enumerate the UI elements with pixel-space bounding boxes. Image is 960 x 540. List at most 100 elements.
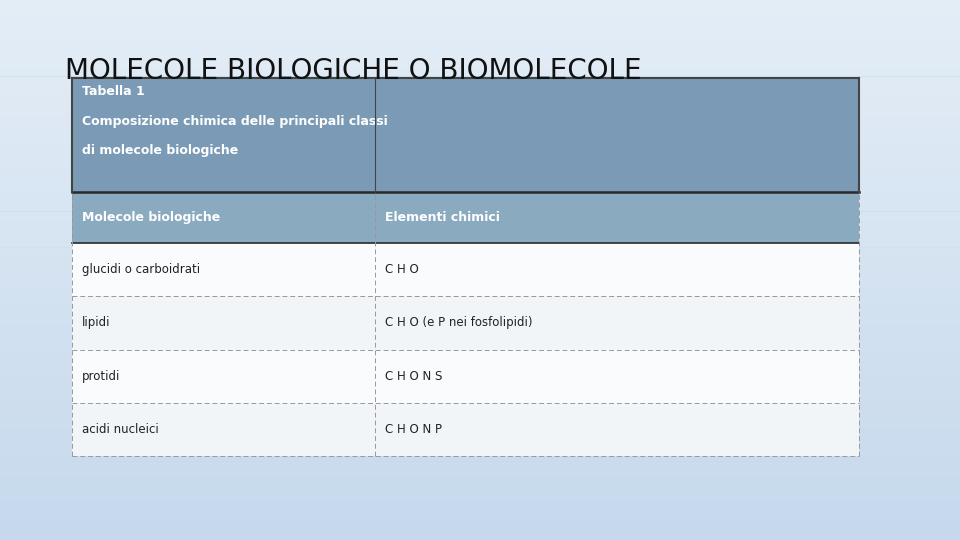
Bar bbox=[0, 94, 960, 99]
Bar bbox=[0, 490, 960, 495]
Bar bbox=[0, 77, 960, 81]
Bar bbox=[0, 401, 960, 405]
Bar bbox=[0, 117, 960, 122]
Bar bbox=[0, 347, 960, 351]
Bar bbox=[0, 387, 960, 392]
Bar bbox=[0, 162, 960, 166]
Bar bbox=[0, 459, 960, 463]
Bar bbox=[0, 220, 960, 225]
Bar bbox=[0, 324, 960, 328]
Bar bbox=[0, 171, 960, 176]
Bar bbox=[0, 306, 960, 310]
Text: Composizione chimica delle principali classi: Composizione chimica delle principali cl… bbox=[82, 114, 387, 127]
Bar bbox=[0, 526, 960, 531]
Bar bbox=[0, 360, 960, 364]
Bar bbox=[0, 122, 960, 126]
Bar bbox=[0, 126, 960, 131]
Text: Elementi chimici: Elementi chimici bbox=[385, 211, 499, 224]
Bar bbox=[0, 31, 960, 36]
Bar bbox=[0, 288, 960, 293]
Bar bbox=[0, 108, 960, 112]
Bar bbox=[0, 392, 960, 396]
Bar bbox=[0, 500, 960, 504]
Bar bbox=[0, 378, 960, 382]
Bar bbox=[0, 320, 960, 324]
Bar bbox=[0, 293, 960, 297]
Bar bbox=[0, 139, 960, 144]
Bar bbox=[0, 382, 960, 387]
Bar bbox=[0, 450, 960, 455]
Bar bbox=[0, 428, 960, 432]
Text: C H O N P: C H O N P bbox=[385, 423, 442, 436]
Bar bbox=[0, 279, 960, 284]
Bar bbox=[0, 472, 960, 477]
Bar bbox=[0, 342, 960, 347]
Bar bbox=[0, 355, 960, 360]
Bar bbox=[0, 144, 960, 148]
Bar bbox=[0, 284, 960, 288]
Bar bbox=[0, 270, 960, 274]
Bar bbox=[0, 441, 960, 445]
Bar bbox=[72, 349, 859, 403]
Bar bbox=[0, 135, 960, 139]
Bar bbox=[0, 148, 960, 153]
Bar bbox=[0, 297, 960, 301]
Bar bbox=[0, 409, 960, 414]
Bar bbox=[0, 328, 960, 333]
Bar bbox=[0, 468, 960, 472]
Bar bbox=[0, 351, 960, 355]
Text: di molecole biologiche: di molecole biologiche bbox=[82, 145, 238, 158]
Bar bbox=[0, 509, 960, 513]
Bar bbox=[0, 531, 960, 536]
Bar bbox=[0, 176, 960, 180]
Text: glucidi o carboidrati: glucidi o carboidrati bbox=[82, 263, 200, 276]
Bar bbox=[0, 90, 960, 94]
Bar bbox=[0, 477, 960, 482]
Bar bbox=[0, 14, 960, 18]
Bar bbox=[0, 247, 960, 252]
Bar bbox=[0, 432, 960, 436]
Bar bbox=[0, 446, 960, 450]
Bar bbox=[0, 315, 960, 320]
Bar bbox=[0, 185, 960, 189]
Bar bbox=[0, 58, 960, 63]
Bar bbox=[0, 207, 960, 212]
Bar bbox=[0, 54, 960, 58]
Text: C H O N S: C H O N S bbox=[385, 370, 442, 383]
Bar bbox=[0, 104, 960, 108]
Bar bbox=[0, 180, 960, 185]
Bar bbox=[0, 333, 960, 338]
Bar bbox=[0, 81, 960, 85]
Bar bbox=[0, 517, 960, 522]
Bar bbox=[0, 261, 960, 266]
Bar bbox=[0, 374, 960, 378]
Bar bbox=[0, 482, 960, 486]
Bar bbox=[0, 198, 960, 202]
Bar bbox=[0, 310, 960, 315]
Bar bbox=[0, 239, 960, 243]
Bar bbox=[72, 403, 859, 456]
Bar bbox=[0, 495, 960, 500]
Bar bbox=[0, 256, 960, 261]
Bar bbox=[0, 212, 960, 216]
Bar bbox=[0, 225, 960, 229]
Bar bbox=[0, 504, 960, 509]
Bar bbox=[0, 234, 960, 239]
Bar bbox=[0, 45, 960, 50]
Text: Molecole biologiche: Molecole biologiche bbox=[82, 211, 220, 224]
Bar bbox=[0, 274, 960, 279]
Bar bbox=[0, 99, 960, 104]
Text: acidi nucleici: acidi nucleici bbox=[82, 423, 158, 436]
Bar bbox=[0, 23, 960, 27]
Bar bbox=[0, 230, 960, 234]
Text: lipidi: lipidi bbox=[82, 316, 110, 329]
Bar bbox=[0, 423, 960, 428]
Bar bbox=[0, 396, 960, 401]
Bar bbox=[0, 112, 960, 117]
Bar bbox=[72, 296, 859, 349]
Text: C H O: C H O bbox=[385, 263, 419, 276]
Bar bbox=[0, 153, 960, 158]
Bar bbox=[0, 18, 960, 23]
Bar bbox=[0, 193, 960, 198]
Bar bbox=[72, 192, 859, 243]
